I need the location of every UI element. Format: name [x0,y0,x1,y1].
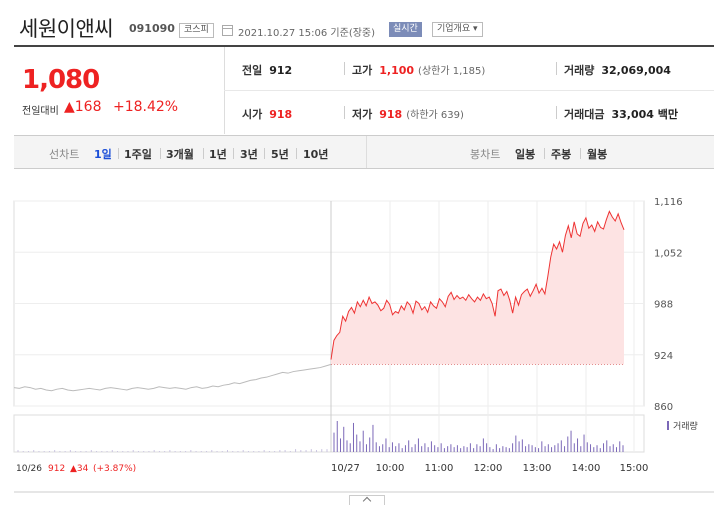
volume-legend-swatch [667,421,669,430]
market-badge: 코스피 [179,23,214,38]
stock-name: 세원이앤씨 [19,17,114,41]
x-tick-label: 10/27 [331,463,360,474]
price-chart: 1,116 1,052 988 924 860 거래량 10/27 10:00 11:00 12:… [0,180,718,505]
cell-separator [556,106,557,119]
prev-close-value: 912 [269,64,293,77]
change-label: 전일대비 [22,106,59,117]
quote-datetime: 2021.10.27 15:06 기준(장중) [238,28,376,39]
prev-day-pct: (+3.87%) [93,464,136,474]
prev-close-cell: 전일 912 [242,64,293,77]
header-divider [14,45,714,47]
y-tick-label: 860 [654,402,673,413]
prev-day-line [13,363,332,392]
low-value: 918 [379,108,403,121]
x-tick-label: 10:00 [376,463,405,474]
y-tick-label: 924 [654,351,673,362]
line-chart-label: 선차트 [49,148,80,161]
open-value: 918 [269,108,293,121]
summary-row-divider [224,90,714,91]
current-price: 1,080 [22,65,100,95]
volume-legend-label: 거래량 [673,420,698,432]
realtime-button[interactable]: 실시간 [389,22,422,37]
y-tick-label: 1,116 [654,197,683,208]
tab-1d[interactable]: 1일 [94,148,112,161]
x-tick-label: 12:00 [474,463,503,474]
volume-frame [13,414,645,453]
tab-1w[interactable]: 1주일 [124,148,152,161]
candle-chart-label: 봉차트 [470,148,501,161]
tab-daily[interactable]: 일봉 [515,148,536,161]
prev-day-change: ▲34 [70,464,89,474]
tab-1y[interactable]: 1년 [209,148,227,161]
stock-code: 091090 [129,22,175,35]
tab-3m[interactable]: 3개월 [166,148,194,161]
price-summary: 1,080 전일대비 ▲168 +18.42% 전일 912 고가 1,100 (상한… [14,47,714,134]
change-amount: ▲168 [64,99,102,115]
lower-limit: (하한가 639) [406,110,464,121]
today-area [331,211,624,365]
prev-day-price: 912 [48,464,65,474]
tab-10y[interactable]: 10년 [303,148,329,161]
y-tick-label: 1,052 [654,248,683,259]
volume-cell: 거래량 32,069,004 [564,64,671,77]
tab-5y[interactable]: 5년 [271,148,289,161]
x-tick-label: 15:00 [620,463,649,474]
prev-day-date: 10/26 [16,464,42,474]
tabs-divider [366,136,367,168]
cell-separator [344,62,345,75]
trade-amount-cell: 거래대금 33,004 백만 [564,108,679,121]
x-tick-label: 13:00 [523,463,552,474]
high-cell: 고가 1,100 (상한가 1,185) [352,64,486,77]
y-tick-label: 988 [654,300,673,311]
high-value: 1,100 [379,64,415,77]
today-line [330,210,625,360]
calendar-icon [222,25,233,36]
volume-value: 32,069,004 [601,64,671,77]
stock-header: 세원이앤씨 091090 코스피 2021.10.27 15:06 기준(장중)… [0,0,718,47]
low-cell: 저가 918 (하한가 639) [352,108,464,121]
company-overview-button[interactable]: 기업개요 ▾ [432,22,483,37]
upper-limit: (상한가 1,185) [418,66,486,77]
cell-separator [556,62,557,75]
chevron-up-icon[interactable] [349,495,385,505]
tab-monthly[interactable]: 월봉 [587,148,608,161]
change-percent: +18.42% [113,99,179,115]
trade-amount-value: 33,004 백만 [611,108,679,121]
chart-period-tabs: 선차트 1일 1주일 3개월 1년 3년 5년 10년 봉차트 일봉 주봉 월봉 [14,135,714,169]
cell-separator [344,106,345,119]
tab-3y[interactable]: 3년 [240,148,258,161]
tab-weekly[interactable]: 주봉 [551,148,572,161]
open-cell: 시가 918 [242,108,293,121]
x-tick-label: 14:00 [572,463,601,474]
x-tick-label: 11:00 [425,463,454,474]
